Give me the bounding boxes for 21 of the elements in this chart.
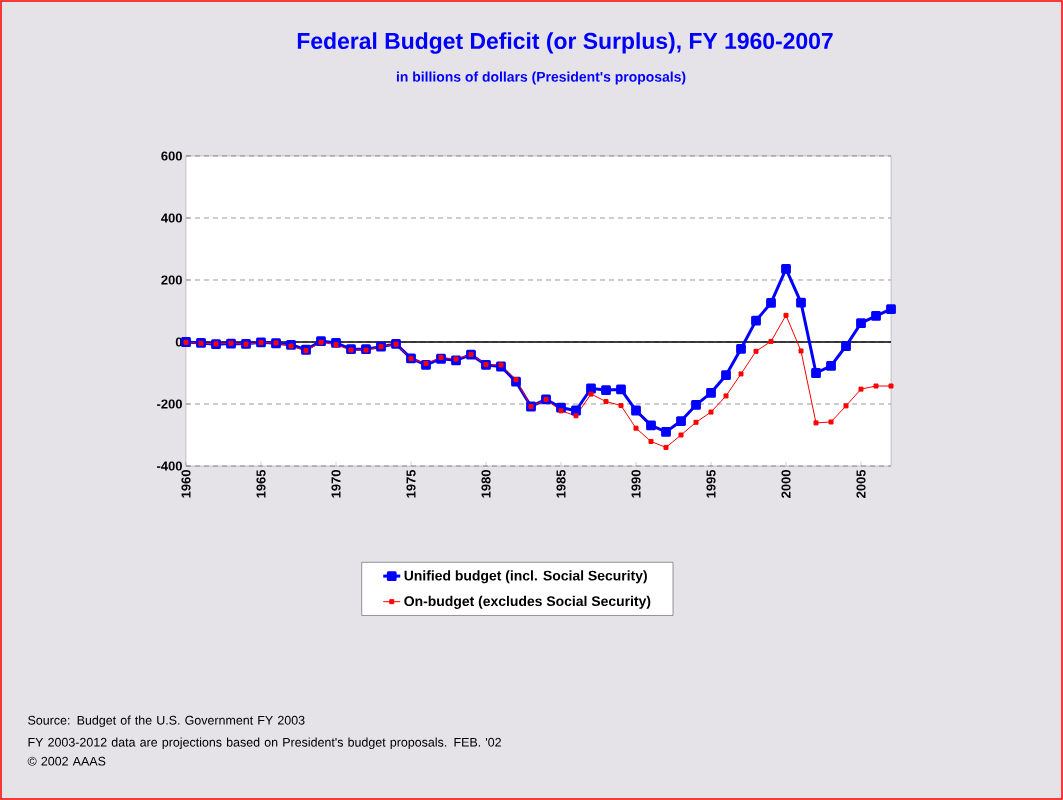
x-tick-label: 1975 [406, 469, 416, 498]
x-tick-label: 1965 [256, 469, 266, 498]
x-tick-label: 1990 [631, 470, 641, 498]
source-note: Source: Budget of the U.S. Government FY 2003 [28, 715, 305, 728]
y-tick-label: 200 [161, 275, 182, 285]
x-tick-label: 1995 [706, 469, 716, 498]
chart-title: Federal Budget Deficit (or Surplus), FY 1960-2007 [297, 32, 833, 54]
text: FY 2003-2012 data are projections based on President's budget proposals. FEB. '02 © 2002 AAAS [27, 737, 501, 766]
x-tick-label: 1960 [181, 470, 191, 498]
y-tick-label: 400 [161, 213, 182, 223]
x-tick-label: 2000 [781, 470, 791, 498]
y-tick-label: 600 [161, 151, 182, 161]
legend-label: On-budget (excludes Social Security) [404, 595, 651, 609]
y-tick-label: -200 [157, 399, 182, 409]
chart-subtitle: in billions of dollars (President's proposals) [396, 71, 686, 85]
x-tick-label: 2005 [856, 469, 866, 498]
legend-label: Unified budget (incl. Social Security) [404, 570, 647, 584]
x-tick-label: 1980 [481, 470, 491, 498]
x-tick-label: 1970 [331, 470, 341, 498]
y-tick-label: -400 [157, 461, 182, 471]
x-tick-label: 1985 [556, 469, 566, 498]
